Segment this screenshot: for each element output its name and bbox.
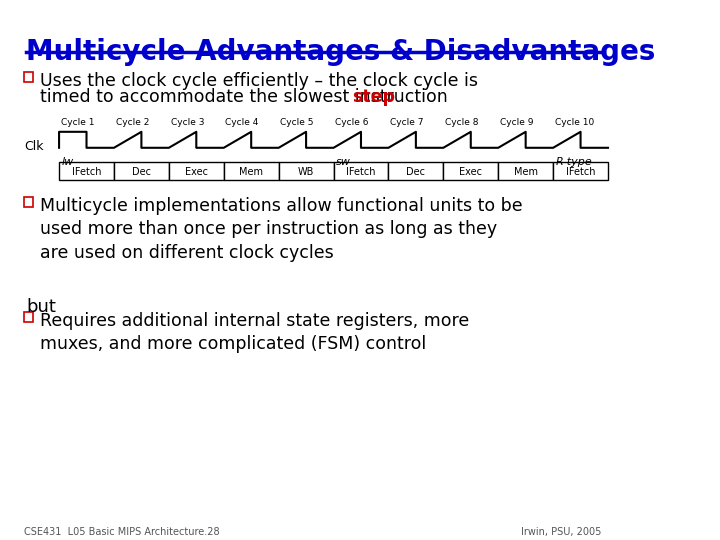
Text: Dec: Dec	[406, 167, 426, 177]
Text: timed to accommodate the slowest instruction: timed to accommodate the slowest instruc…	[40, 88, 453, 106]
FancyBboxPatch shape	[24, 312, 33, 321]
Text: Clk: Clk	[24, 140, 44, 153]
FancyBboxPatch shape	[388, 162, 444, 180]
Text: WB: WB	[298, 167, 314, 177]
Text: Exec: Exec	[459, 167, 482, 177]
Text: step: step	[352, 88, 395, 106]
Text: Requires additional internal state registers, more
muxes, and more complicated (: Requires additional internal state regis…	[40, 312, 469, 353]
Text: but: but	[26, 298, 56, 315]
Text: Multicycle implementations allow functional units to be
used more than once per : Multicycle implementations allow functio…	[40, 197, 523, 262]
Text: R-type: R-type	[556, 157, 593, 167]
Text: Mem: Mem	[513, 167, 538, 177]
FancyBboxPatch shape	[333, 162, 388, 180]
FancyBboxPatch shape	[24, 72, 33, 82]
FancyBboxPatch shape	[444, 162, 498, 180]
Text: Exec: Exec	[185, 167, 208, 177]
Text: Cycle 3: Cycle 3	[171, 118, 204, 127]
Text: Cycle 8: Cycle 8	[445, 118, 479, 127]
FancyBboxPatch shape	[169, 162, 224, 180]
Text: Cycle 9: Cycle 9	[500, 118, 534, 127]
Text: Cycle 2: Cycle 2	[116, 118, 149, 127]
Text: Cycle 10: Cycle 10	[555, 118, 594, 127]
FancyBboxPatch shape	[224, 162, 279, 180]
Text: Cycle 7: Cycle 7	[390, 118, 423, 127]
Text: IFetch: IFetch	[72, 167, 102, 177]
Text: Mem: Mem	[239, 167, 264, 177]
Text: Irwin, PSU, 2005: Irwin, PSU, 2005	[521, 527, 601, 537]
Text: Multicycle Advantages & Disadvantages: Multicycle Advantages & Disadvantages	[26, 38, 655, 66]
FancyBboxPatch shape	[553, 162, 608, 180]
Text: IFetch: IFetch	[346, 167, 376, 177]
Text: Dec: Dec	[132, 167, 151, 177]
Text: Cycle 5: Cycle 5	[280, 118, 314, 127]
Text: CSE431  L05 Basic MIPS Architecture.28: CSE431 L05 Basic MIPS Architecture.28	[24, 527, 220, 537]
FancyBboxPatch shape	[279, 162, 333, 180]
Text: Cycle 1: Cycle 1	[60, 118, 94, 127]
FancyBboxPatch shape	[498, 162, 553, 180]
Text: Cycle 4: Cycle 4	[225, 118, 259, 127]
Text: Cycle 6: Cycle 6	[336, 118, 369, 127]
FancyBboxPatch shape	[114, 162, 169, 180]
Text: sw: sw	[336, 157, 351, 167]
FancyBboxPatch shape	[24, 197, 33, 207]
FancyBboxPatch shape	[59, 162, 114, 180]
Text: Uses the clock cycle efficiently – the clock cycle is: Uses the clock cycle efficiently – the c…	[40, 72, 478, 90]
Text: lw: lw	[62, 157, 74, 167]
Text: IFetch: IFetch	[566, 167, 595, 177]
